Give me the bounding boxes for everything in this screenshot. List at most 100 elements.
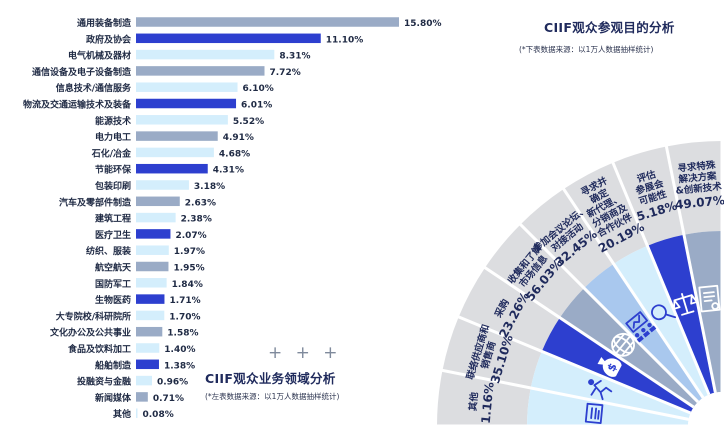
- fan-label-group: 其他1.16%: [467, 382, 497, 425]
- bar-18: [136, 294, 165, 304]
- bar-21: [136, 343, 160, 353]
- bar-15: [136, 245, 169, 255]
- bar-9: [136, 147, 214, 158]
- fan-separator: [368, 354, 689, 421]
- bar-category-label: 船舶制造: [95, 359, 132, 371]
- bar-category-label: 石化/冶金: [91, 147, 132, 159]
- bar-value-label: 2.63%: [185, 198, 216, 208]
- fan-separator: [582, 92, 711, 396]
- fan-category-label: 解决方案: [678, 170, 717, 186]
- bar-10: [136, 163, 208, 174]
- bar-value-label: 4.68%: [219, 149, 250, 159]
- bar-1: [136, 17, 399, 27]
- bar-value-label: 4.91%: [223, 133, 254, 143]
- bar-value-label: 1.70%: [169, 312, 200, 322]
- fan-center-hole: [688, 392, 722, 426]
- bar-value-label: 0.96%: [157, 378, 188, 388]
- fan-outer-slice-2: [442, 316, 542, 388]
- bar-value-label: 1.38%: [164, 361, 195, 371]
- bar-value-label: 8.31%: [279, 52, 310, 62]
- bar-value-label: 0.71%: [153, 394, 184, 404]
- bar-value-label: 5.52%: [233, 117, 264, 127]
- bar-category-label: 纺织、服装: [86, 245, 132, 257]
- fan-separator: [650, 72, 717, 393]
- bar-category-label: 物流及交通运输技术及装备: [23, 99, 132, 111]
- fan-inner-band-6: [613, 245, 709, 398]
- bar-category-label: 能源技术: [95, 115, 131, 127]
- bar-category-label: 航空航天: [95, 262, 132, 274]
- fan-category-label: 其他: [467, 391, 481, 412]
- bar-category-label: 大专院校/科研院所: [56, 310, 131, 322]
- bar-value-label: 6.10%: [243, 84, 274, 94]
- right-chart-title: CIIF观众参观目的分析: [544, 20, 675, 35]
- bar-category-label: 文化办公及公共事业: [49, 327, 131, 339]
- fan-category-label: &创新技术: [675, 180, 723, 197]
- bar-category-label: 国防军工: [95, 278, 131, 290]
- fan-outer-slice-5: [520, 189, 614, 289]
- left-chart-note: (*左表数据来源：以1万人数据抽样统计): [205, 392, 340, 401]
- bar-value-label: 1.40%: [164, 345, 195, 355]
- bar-value-label: 15.80%: [404, 19, 442, 29]
- bar-value-label: 3.18%: [194, 182, 225, 192]
- bar-category-label: 电气机械及器材: [68, 50, 131, 62]
- bar-category-label: 新闻媒体: [95, 392, 132, 404]
- bar-value-label: 11.10%: [326, 35, 364, 45]
- bar-13: [136, 212, 176, 223]
- bar-value-label: 1.58%: [167, 329, 198, 339]
- money-bag-icon: $: [597, 356, 622, 377]
- bar-19: [136, 310, 165, 321]
- document-icon: [584, 402, 604, 424]
- bar-category-label: 医疗卫生: [95, 229, 131, 241]
- bar-value-label: 1.71%: [169, 296, 200, 306]
- bar-4: [136, 66, 265, 76]
- bar-22: [136, 359, 159, 370]
- bar-8: [136, 131, 218, 141]
- bar-6: [136, 98, 237, 109]
- bar-value-label: 1.95%: [173, 264, 204, 274]
- bar-category-label: 通信设备及电子设备制造: [32, 66, 132, 78]
- bar-12: [136, 196, 180, 207]
- bar-14: [136, 229, 171, 239]
- bar-value-label: 4.31%: [213, 166, 244, 176]
- bar-category-label: 汽车及零部件制造: [59, 196, 132, 208]
- bar-7: [136, 115, 228, 125]
- bar-category-label: 信息技术/通信服务: [56, 82, 132, 94]
- bar-20: [136, 326, 163, 337]
- fan-value-label: 1.16%: [479, 382, 497, 425]
- balance-scale-icon: [673, 293, 698, 316]
- bar-11: [136, 180, 189, 190]
- bar-value-label: 1.97%: [174, 247, 205, 257]
- bar-value-label: 2.38%: [181, 215, 212, 225]
- fan-value-label: 49.07%: [674, 193, 724, 212]
- bar-value-label: 1.84%: [172, 280, 203, 290]
- meeting-icon: [625, 311, 657, 343]
- bar-category-label: 电力电工: [95, 131, 131, 143]
- fan-outer-slice-4: [485, 224, 585, 318]
- bar-23: [136, 375, 152, 386]
- fan-separator: [421, 224, 695, 409]
- bar-value-label: 2.07%: [175, 231, 206, 241]
- fan-inner-band-5: [584, 263, 704, 402]
- bar-16: [136, 261, 169, 272]
- magnifier-icon: [651, 304, 677, 321]
- bar-24: [136, 392, 148, 402]
- fan-separator: [520, 125, 705, 399]
- bar-3: [136, 49, 275, 60]
- bar-category-label: 政府及协会: [86, 33, 132, 45]
- bar-value-label: 6.01%: [241, 101, 272, 111]
- fan-category-label: 寻求特殊: [677, 159, 716, 175]
- bar-17: [136, 278, 167, 288]
- fan-outer-slice-3: [458, 267, 560, 352]
- fan-outer-slice-6: [563, 162, 648, 264]
- globe-icon: [611, 332, 635, 357]
- runner-icon: [588, 379, 613, 401]
- right-chart-note: (*下表数据来源：以1万人数据抽样统计): [519, 45, 654, 54]
- bar-category-label: 建筑工程: [95, 213, 131, 225]
- bar-2: [136, 33, 321, 44]
- left-chart-title: CIIF观众业务领域分析: [205, 371, 336, 386]
- fan-outer-slice-7: [612, 146, 684, 246]
- bar-value-label: 0.08%: [143, 410, 174, 420]
- bar-25: [136, 408, 138, 418]
